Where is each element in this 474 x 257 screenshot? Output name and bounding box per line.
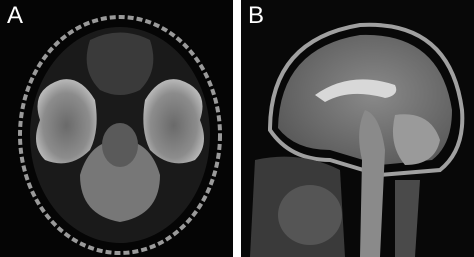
scalp [267, 22, 465, 178]
brainstem [102, 123, 138, 167]
cerebellum [392, 114, 440, 165]
left-temporal-lobe [36, 79, 97, 164]
panel-label: B [248, 2, 264, 29]
oral-region [278, 185, 342, 245]
corpus-callosum [315, 79, 397, 102]
right-temporal-lobe [143, 79, 204, 164]
scalp [18, 15, 222, 255]
panel-label: A [7, 2, 23, 29]
frontal-region [86, 32, 154, 95]
cerebellum [80, 140, 160, 222]
panel-a: A [0, 0, 233, 257]
brainstem-spinal-cord [359, 110, 385, 257]
panel-b: B [241, 0, 474, 257]
cervical-spine [395, 180, 420, 257]
